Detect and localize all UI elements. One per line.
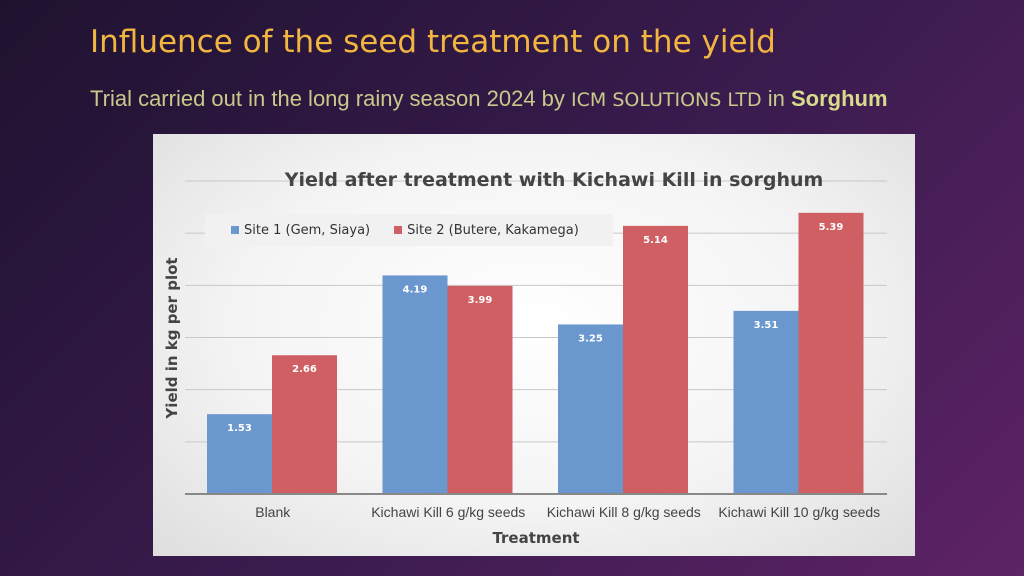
data-label: 4.19 xyxy=(403,284,428,295)
legend-item-site2: Site 2 (Butere, Kakamega) xyxy=(394,223,579,238)
slide-title: Influence of the seed treatment on the y… xyxy=(90,24,776,60)
bar-site2 xyxy=(798,212,864,494)
organization-name: ICM SOLUTIONS LTD xyxy=(571,89,762,111)
subtitle-in: in xyxy=(767,86,785,111)
x-tick-label: Kichawi Kill 8 g/kg seeds xyxy=(547,504,701,520)
bar-site1 xyxy=(733,310,799,494)
bar-site1 xyxy=(207,414,272,494)
data-label: 2.66 xyxy=(292,364,317,375)
x-tick-label: Kichawi Kill 10 g/kg seeds xyxy=(718,504,880,520)
data-label: 5.39 xyxy=(819,222,844,233)
bar-site2 xyxy=(623,225,688,494)
legend-swatch-site1 xyxy=(231,226,239,234)
y-axis-title: Yield in kg per plot xyxy=(163,257,181,419)
legend-item-site1: Site 1 (Gem, Siaya) xyxy=(231,223,370,238)
slide-subtitle: Trial carried out in the long rainy seas… xyxy=(90,86,888,112)
chart-panel: 1.53 2.66 Blank 4.19 3.99 Kichawi Kill 6 g/kg… xyxy=(153,134,915,556)
bar-site2 xyxy=(447,285,513,494)
x-tick-label: Kichawi Kill 6 g/kg seeds xyxy=(371,504,525,520)
legend-swatch-site2 xyxy=(394,226,403,234)
chart-legend: Site 1 (Gem, Siaya) Site 2 (Butere, Kaka… xyxy=(205,214,613,246)
legend-label-site1: Site 1 (Gem, Siaya) xyxy=(244,222,371,238)
bar-site2 xyxy=(272,355,337,494)
bar-chart: 1.53 2.66 Blank 4.19 3.99 Kichawi Kill 6 g/kg… xyxy=(163,169,887,547)
legend-label-site2: Site 2 (Butere, Kakamega) xyxy=(407,222,579,238)
data-label: 3.25 xyxy=(578,333,603,344)
bar-site1 xyxy=(558,324,623,494)
data-label: 5.14 xyxy=(643,235,668,246)
x-tick-label: Blank xyxy=(255,504,291,520)
chart-title: Yield after treatment with Kichawi Kill … xyxy=(284,169,824,191)
crop-name: Sorghum xyxy=(790,86,888,111)
bar-site1 xyxy=(382,275,448,494)
data-label: 3.99 xyxy=(468,295,493,306)
data-label: 1.53 xyxy=(227,423,252,434)
subtitle-text: Trial carried out in the long rainy seas… xyxy=(90,86,565,111)
x-axis-title: Treatment xyxy=(492,529,579,547)
data-label: 3.51 xyxy=(754,320,779,331)
